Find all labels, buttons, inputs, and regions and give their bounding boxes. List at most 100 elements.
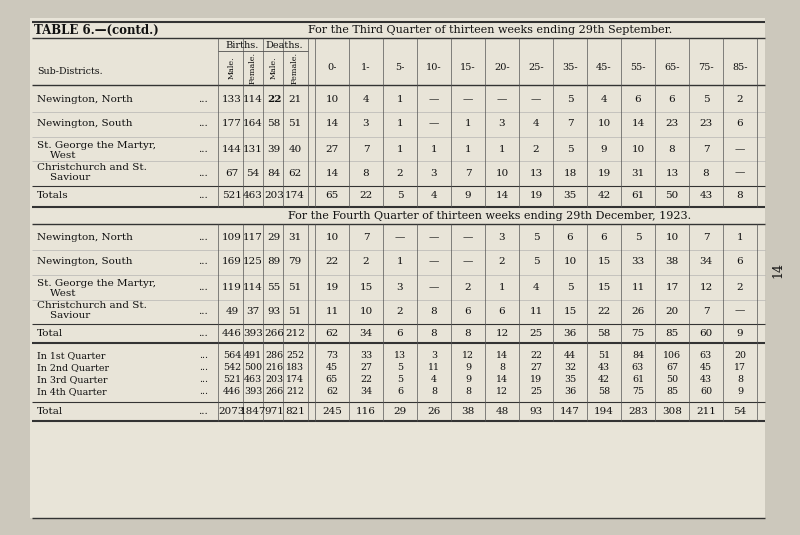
Text: 203: 203 bbox=[265, 376, 283, 385]
Text: —: — bbox=[429, 257, 439, 266]
Text: In 3rd Quarter: In 3rd Quarter bbox=[37, 376, 107, 385]
Text: 177: 177 bbox=[222, 119, 242, 128]
Text: 11: 11 bbox=[326, 307, 338, 316]
Text: 63: 63 bbox=[632, 363, 644, 372]
Text: 164: 164 bbox=[243, 119, 263, 128]
Text: 51: 51 bbox=[288, 284, 302, 293]
Text: 7: 7 bbox=[702, 146, 710, 155]
Text: ...: ... bbox=[199, 363, 208, 372]
Text: 84: 84 bbox=[632, 351, 644, 361]
Text: 1: 1 bbox=[397, 119, 403, 128]
Text: 5: 5 bbox=[397, 192, 403, 201]
Text: 6: 6 bbox=[465, 307, 471, 316]
Text: 542: 542 bbox=[223, 363, 241, 372]
Text: For the Third Quarter of thirteen weeks ending 29th September.: For the Third Quarter of thirteen weeks … bbox=[308, 25, 672, 35]
Text: 65-: 65- bbox=[664, 64, 680, 73]
Text: 51: 51 bbox=[598, 351, 610, 361]
Text: 44: 44 bbox=[564, 351, 576, 361]
Text: 79: 79 bbox=[288, 257, 302, 266]
Text: 6: 6 bbox=[737, 257, 743, 266]
Text: 4: 4 bbox=[533, 284, 539, 293]
Text: 51: 51 bbox=[288, 119, 302, 128]
Text: ...: ... bbox=[199, 376, 208, 385]
Text: 22: 22 bbox=[326, 257, 338, 266]
Text: 25: 25 bbox=[530, 328, 542, 338]
Text: 93: 93 bbox=[267, 307, 281, 316]
Text: 491: 491 bbox=[244, 351, 262, 361]
Text: Female.: Female. bbox=[249, 52, 257, 84]
Text: 5: 5 bbox=[397, 376, 403, 385]
Text: —: — bbox=[429, 119, 439, 128]
Text: 26: 26 bbox=[427, 407, 441, 416]
Text: 27: 27 bbox=[360, 363, 372, 372]
Text: 61: 61 bbox=[631, 192, 645, 201]
Text: 446: 446 bbox=[222, 328, 242, 338]
Text: 34: 34 bbox=[699, 257, 713, 266]
Text: 109: 109 bbox=[222, 233, 242, 242]
Text: 62: 62 bbox=[288, 169, 302, 178]
Text: 6: 6 bbox=[601, 233, 607, 242]
Text: 51: 51 bbox=[288, 307, 302, 316]
Text: 12: 12 bbox=[495, 328, 509, 338]
Text: ...: ... bbox=[198, 146, 208, 155]
Text: 393: 393 bbox=[243, 328, 263, 338]
Text: 58: 58 bbox=[598, 328, 610, 338]
Text: 10: 10 bbox=[326, 96, 338, 104]
Text: 7: 7 bbox=[702, 307, 710, 316]
Text: 85: 85 bbox=[666, 328, 678, 338]
Text: ...: ... bbox=[198, 96, 208, 104]
Text: 10: 10 bbox=[359, 307, 373, 316]
Text: 61: 61 bbox=[632, 376, 644, 385]
Text: ...: ... bbox=[198, 307, 208, 316]
Text: —: — bbox=[735, 307, 745, 316]
Text: 2: 2 bbox=[362, 257, 370, 266]
Text: 31: 31 bbox=[288, 233, 302, 242]
Text: 63: 63 bbox=[700, 351, 712, 361]
Text: 6: 6 bbox=[397, 387, 403, 396]
Text: 393: 393 bbox=[244, 387, 262, 396]
Text: Saviour: Saviour bbox=[37, 173, 90, 182]
Text: 11: 11 bbox=[631, 284, 645, 293]
Text: 67: 67 bbox=[666, 363, 678, 372]
Text: Male.: Male. bbox=[270, 57, 278, 79]
Text: 14: 14 bbox=[326, 169, 338, 178]
Text: 2: 2 bbox=[737, 96, 743, 104]
Text: Deaths.: Deaths. bbox=[266, 42, 303, 50]
Text: 6: 6 bbox=[498, 307, 506, 316]
Text: 1: 1 bbox=[465, 119, 471, 128]
Text: 34: 34 bbox=[360, 387, 372, 396]
Text: 27: 27 bbox=[326, 146, 338, 155]
Text: 446: 446 bbox=[223, 387, 241, 396]
Text: 36: 36 bbox=[564, 387, 576, 396]
Text: 2: 2 bbox=[533, 146, 539, 155]
Text: 463: 463 bbox=[243, 192, 263, 201]
Text: 32: 32 bbox=[564, 363, 576, 372]
Text: 4: 4 bbox=[431, 376, 437, 385]
Text: —: — bbox=[463, 233, 473, 242]
Text: 14: 14 bbox=[631, 119, 645, 128]
Text: Newington, South: Newington, South bbox=[37, 119, 133, 128]
Text: West: West bbox=[37, 150, 75, 159]
Text: —: — bbox=[497, 96, 507, 104]
Text: 212: 212 bbox=[285, 328, 305, 338]
Text: 114: 114 bbox=[243, 96, 263, 104]
Text: 4: 4 bbox=[430, 192, 438, 201]
Text: 521: 521 bbox=[223, 376, 241, 385]
Text: 33: 33 bbox=[631, 257, 645, 266]
Text: 1: 1 bbox=[498, 284, 506, 293]
Text: 45-: 45- bbox=[596, 64, 612, 73]
Text: 117: 117 bbox=[243, 233, 263, 242]
Text: 5: 5 bbox=[566, 146, 574, 155]
Text: ...: ... bbox=[198, 328, 208, 338]
Text: 62: 62 bbox=[326, 328, 338, 338]
Text: 27: 27 bbox=[530, 363, 542, 372]
Text: 42: 42 bbox=[598, 376, 610, 385]
Text: 10: 10 bbox=[563, 257, 577, 266]
Text: —: — bbox=[395, 233, 405, 242]
Text: —: — bbox=[531, 96, 541, 104]
Text: 144: 144 bbox=[222, 146, 242, 155]
Text: 7: 7 bbox=[702, 233, 710, 242]
Text: 13: 13 bbox=[394, 351, 406, 361]
Text: 15: 15 bbox=[598, 284, 610, 293]
Text: 10: 10 bbox=[495, 169, 509, 178]
